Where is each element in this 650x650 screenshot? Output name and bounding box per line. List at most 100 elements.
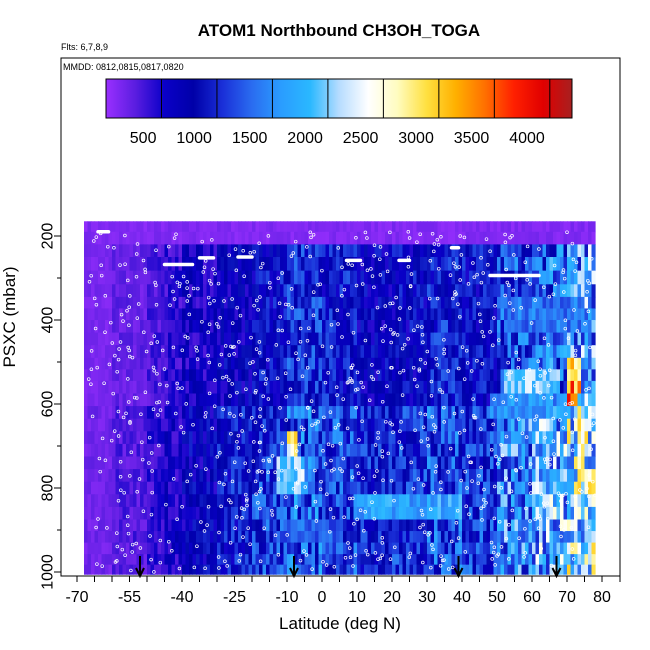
heatmap-cell <box>581 284 586 298</box>
heatmap-cell <box>297 369 302 382</box>
heatmap-cell <box>283 308 288 321</box>
sample-point <box>216 555 221 559</box>
heatmap-cell <box>567 506 572 521</box>
heatmap-cell <box>500 380 505 395</box>
heatmap-cell <box>367 320 372 334</box>
heatmap-cell <box>504 244 509 258</box>
sample-point <box>332 467 336 472</box>
heatmap-cell <box>574 231 579 245</box>
heatmap-cell <box>560 564 565 575</box>
heatmap-cell <box>308 257 313 272</box>
heatmap-cell <box>308 564 313 575</box>
sample-point <box>213 271 217 276</box>
heatmap-cell <box>402 332 407 346</box>
heatmap-cell <box>329 418 334 432</box>
heatmap-cell <box>248 231 253 245</box>
heatmap-cell <box>294 443 299 458</box>
heatmap-cell <box>441 231 446 245</box>
heatmap-cell <box>311 554 316 566</box>
heatmap-cell <box>224 443 229 458</box>
heatmap-cell <box>553 564 558 575</box>
heatmap-cell <box>500 469 505 483</box>
sample-point <box>422 530 427 534</box>
heatmap-cell <box>357 494 362 508</box>
heatmap-cell <box>269 231 274 245</box>
heatmap-cell <box>108 481 113 495</box>
sample-point <box>492 545 497 550</box>
heatmap-cell <box>210 332 215 346</box>
sample-point <box>397 317 402 321</box>
heatmap-cell <box>178 418 183 432</box>
heatmap-cell <box>133 443 138 458</box>
heatmap-cell <box>318 257 323 272</box>
heatmap-cell <box>329 308 334 321</box>
heatmap-cell <box>525 506 530 521</box>
heatmap-cell <box>584 369 589 382</box>
heatmap-cell <box>525 345 530 359</box>
heatmap-cell <box>577 369 582 382</box>
heatmap-cell <box>245 481 250 495</box>
heatmap-cell <box>483 564 488 575</box>
heatmap-cell <box>472 308 477 321</box>
heatmap-cell <box>486 418 491 432</box>
sample-point <box>442 337 446 342</box>
heatmap-cell <box>87 357 92 370</box>
heatmap-cell <box>581 257 586 272</box>
heatmap-cell <box>493 481 498 495</box>
heatmap-cell <box>343 231 348 245</box>
heatmap-cell <box>269 431 274 445</box>
heatmap-cell <box>500 221 505 233</box>
heatmap-cell <box>206 320 211 334</box>
heatmap-cell <box>227 406 232 420</box>
heatmap-cell <box>234 406 239 420</box>
sample-point <box>222 482 226 487</box>
heatmap-cell <box>511 244 516 258</box>
heatmap-cell <box>553 554 558 566</box>
heatmap-cell <box>210 418 215 432</box>
heatmap-cell <box>122 345 127 359</box>
heatmap-cell <box>437 418 442 432</box>
heatmap-cell <box>371 257 376 272</box>
heatmap-cell <box>294 494 299 508</box>
heatmap-cell <box>143 519 148 532</box>
heatmap-cell <box>553 296 558 310</box>
heatmap-cell <box>423 369 428 382</box>
heatmap-cell <box>591 380 596 395</box>
heatmap-cell <box>301 564 306 575</box>
heatmap-cell <box>241 308 246 321</box>
heatmap-cell <box>406 406 411 420</box>
heatmap-cell <box>224 231 229 245</box>
heatmap-cell <box>143 418 148 432</box>
heatmap-cell <box>462 332 467 346</box>
heatmap-cell <box>262 284 267 298</box>
heatmap-cell <box>262 431 267 445</box>
sample-point <box>288 387 293 392</box>
heatmap-cell <box>511 332 516 346</box>
heatmap-cell <box>416 221 421 233</box>
heatmap-cell <box>455 506 460 521</box>
heatmap-cell <box>549 531 554 544</box>
heatmap-cell <box>259 308 264 321</box>
heatmap-cell <box>535 221 540 233</box>
heatmap-cell <box>115 231 120 245</box>
heatmap-cell <box>318 308 323 321</box>
sample-point <box>123 233 127 238</box>
heatmap-cell <box>175 308 180 321</box>
heatmap-cell <box>213 494 218 508</box>
heatmap-cell <box>581 431 586 445</box>
heatmap-cell <box>584 284 589 298</box>
heatmap-cell <box>297 244 302 258</box>
heatmap-cell <box>490 393 495 407</box>
sample-point <box>280 328 284 333</box>
heatmap-cell <box>416 257 421 272</box>
heatmap-cell <box>570 308 575 321</box>
heatmap-cell <box>217 443 222 458</box>
heatmap-cell <box>84 443 89 458</box>
heatmap-cell <box>224 406 229 420</box>
heatmap-cell <box>507 431 512 445</box>
heatmap-cell <box>500 393 505 407</box>
heatmap-cell <box>497 506 502 521</box>
heatmap-cell <box>98 443 103 458</box>
heatmap-cell <box>196 542 201 555</box>
heatmap-cell <box>367 418 372 432</box>
